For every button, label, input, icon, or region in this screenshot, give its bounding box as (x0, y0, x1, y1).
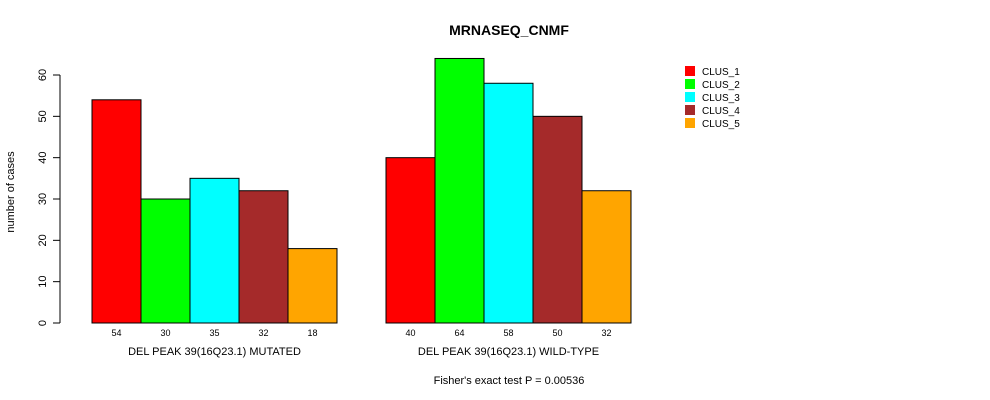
count-label: 64 (454, 328, 464, 338)
count-label: 18 (307, 328, 317, 338)
fisher-test-footnote: Fisher's exact test P = 0.00536 (434, 375, 585, 387)
bar-clus-4-group-1 (238, 190, 289, 324)
count-label: 35 (209, 328, 219, 338)
legend-label-clus-4: CLUS_4 (702, 106, 740, 117)
bar-clus-5-group-2 (581, 190, 632, 324)
y-axis: 0 10 20 30 40 50 60 (37, 69, 61, 326)
bar-clus-1-group-1 (91, 99, 142, 324)
legend-swatch-clus-2 (685, 79, 695, 89)
legend-swatch-clus-4 (685, 105, 695, 115)
bar-clus-4-group-2 (532, 115, 583, 324)
bars (91, 57, 632, 324)
count-label: 30 (160, 328, 170, 338)
y-tick-label: 40 (37, 152, 49, 164)
y-tick-label: 50 (37, 110, 49, 122)
bar-clus-3-group-2 (483, 82, 534, 324)
count-label: 32 (258, 328, 268, 338)
group-labels: DEL PEAK 39(16Q23.1) MUTATED DEL PEAK 39(… (128, 346, 599, 358)
legend-label-clus-2: CLUS_2 (702, 80, 740, 91)
y-tick-label: 0 (37, 320, 49, 326)
legend-swatch-clus-3 (685, 92, 695, 102)
y-axis-label: number of cases (5, 151, 17, 233)
count-label: 50 (552, 328, 562, 338)
bar-clus-1-group-2 (385, 157, 436, 324)
legend-label-clus-1: CLUS_1 (702, 67, 740, 78)
legend-swatch-clus-1 (685, 66, 695, 76)
bar-clus-2-group-2 (434, 57, 485, 324)
chart-title: MRNASEQ_CNMF (449, 22, 569, 38)
bar-clus-3-group-1 (189, 177, 240, 324)
count-labels: 54 30 35 32 18 40 64 58 50 32 (111, 328, 611, 338)
legend-label-clus-3: CLUS_3 (702, 93, 740, 104)
y-tick-label: 10 (37, 276, 49, 288)
group-label-2: DEL PEAK 39(16Q23.1) WILD-TYPE (418, 346, 599, 358)
count-label: 40 (405, 328, 415, 338)
bar-clus-5-group-1 (287, 248, 338, 324)
y-tick-label: 20 (37, 234, 49, 246)
bar-clus-2-group-1 (140, 198, 191, 324)
legend-label-clus-5: CLUS_5 (702, 119, 740, 130)
count-label: 58 (503, 328, 513, 338)
y-tick-label: 60 (37, 69, 49, 81)
count-label: 54 (111, 328, 121, 338)
legend: CLUS_1 CLUS_2 CLUS_3 CLUS_4 CLUS_5 (685, 66, 740, 130)
legend-swatch-clus-5 (685, 118, 695, 128)
y-tick-label: 30 (37, 193, 49, 205)
group-label-1: DEL PEAK 39(16Q23.1) MUTATED (128, 346, 301, 358)
count-label: 32 (601, 328, 611, 338)
